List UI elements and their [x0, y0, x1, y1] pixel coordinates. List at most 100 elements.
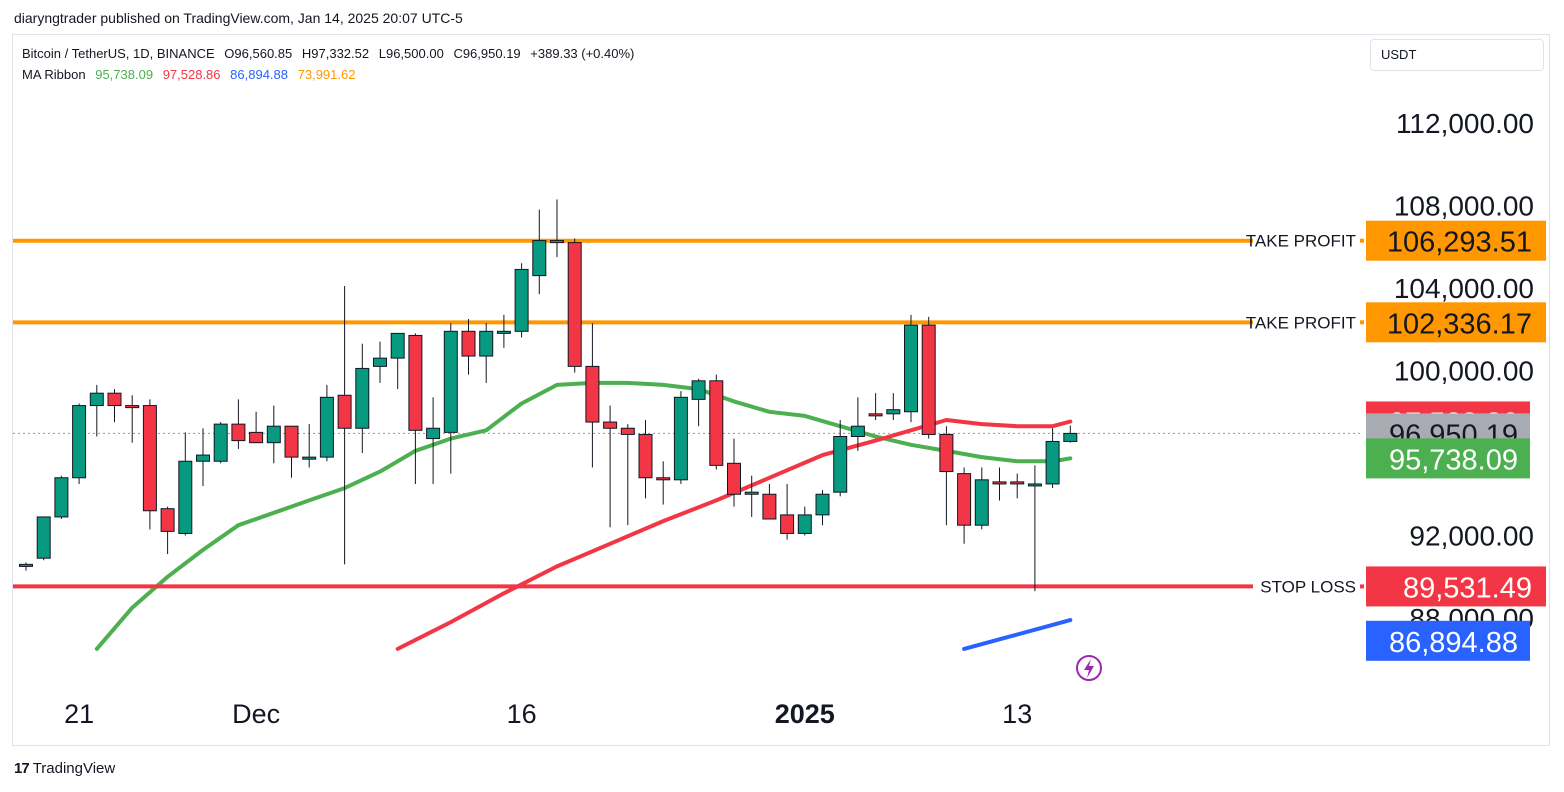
- symbol-name: Bitcoin / TetherUS, 1D, BINANCE: [22, 46, 215, 61]
- ma-value-2: 97,528.86: [162, 67, 221, 82]
- ma-ribbon-layer: [13, 380, 1363, 651]
- candle-body: [656, 477, 671, 481]
- candle-body: [72, 405, 87, 479]
- ma-value-4: 73,991.62: [297, 67, 356, 82]
- ma-blue-line: [962, 618, 1073, 651]
- currency-selector[interactable]: USDT: [1370, 39, 1544, 71]
- x-tick-label: 21: [64, 699, 94, 729]
- ohlc-open: O96,560.85: [224, 46, 293, 61]
- tradingview-logo-icon: 17: [14, 760, 30, 777]
- price-boxes-layer: 106,293.51102,336.1789,531.4997,528.8696…: [1366, 220, 1546, 661]
- candle-body: [957, 473, 972, 526]
- lightning-icon[interactable]: [1076, 655, 1102, 681]
- level-marker: [1360, 584, 1364, 589]
- candle-body: [426, 427, 441, 440]
- candle-body: [337, 394, 352, 429]
- candle-body: [673, 396, 688, 481]
- candle-body: [302, 456, 317, 460]
- ohlc-high: H97,332.52: [301, 46, 370, 61]
- candle-body: [974, 479, 989, 526]
- candle-body: [638, 433, 653, 479]
- candle-body: [532, 240, 547, 277]
- symbol-legend: Bitcoin / TetherUS, 1D, BINANCE O96,560.…: [22, 46, 640, 61]
- candle-body: [992, 481, 1007, 485]
- candle-body: [54, 477, 69, 518]
- y-axis-labels: 112,000.00 108,000.00 104,000.00 100,000.00…: [1394, 108, 1534, 634]
- candle-body: [249, 431, 264, 444]
- ma-value-1: 95,738.09: [95, 67, 154, 82]
- level-price-text: 102,336.17: [1387, 308, 1532, 340]
- candle-body: [231, 423, 246, 442]
- y-tick-label: 100,000.00: [1394, 356, 1534, 387]
- ma-value-3: 86,894.88: [230, 67, 288, 82]
- candle-body: [797, 514, 812, 534]
- candle-body: [550, 240, 564, 244]
- candle-body: [780, 514, 795, 534]
- candle-body: [89, 392, 104, 407]
- candle-body: [904, 324, 918, 413]
- brand-name: TradingView: [32, 760, 116, 777]
- x-tick-label: 13: [1002, 699, 1032, 729]
- ma-ribbon-legend: MA Ribbon 95,738.09 97,528.86 86,894.88 …: [22, 67, 361, 82]
- level-label: TAKE PROFIT: [1246, 232, 1356, 251]
- candle-body: [160, 508, 175, 532]
- candle-body: [479, 330, 494, 357]
- candle-body: [36, 516, 51, 559]
- published-line: diaryngtrader published on TradingView.c…: [14, 10, 463, 26]
- candle-body: [142, 405, 157, 512]
- candle-body: [461, 330, 476, 357]
- candle-body: [567, 242, 582, 367]
- candle-body: [408, 334, 423, 431]
- level-price-box: [1366, 302, 1546, 343]
- candle-body: [886, 409, 901, 415]
- y-tick-label: 104,000.00: [1394, 273, 1534, 304]
- candle-body: [620, 427, 635, 435]
- ma-ribbon-label[interactable]: MA Ribbon: [22, 67, 86, 82]
- y-tick-label: 108,000.00: [1394, 191, 1534, 222]
- level-label: STOP LOSS: [1260, 577, 1356, 596]
- ohlc-change: +389.33 (+0.40%): [530, 46, 635, 61]
- ma-red-line: [395, 418, 1073, 651]
- candle-body: [709, 380, 724, 466]
- ohlc-close: C96,950.19: [453, 46, 521, 61]
- candle-body: [815, 493, 830, 516]
- level-price-text: 106,293.51: [1387, 227, 1532, 259]
- candle-body: [373, 357, 387, 367]
- y-tick-label: 92,000.00: [1409, 521, 1534, 552]
- price-box: [1366, 438, 1530, 479]
- candle-body: [125, 405, 140, 409]
- price-box-text: 95,738.09: [1389, 444, 1518, 476]
- price-box: [1366, 620, 1530, 661]
- candle-body: [355, 367, 370, 429]
- candle-body: [744, 491, 759, 495]
- candle-body: [603, 421, 618, 429]
- x-tick-label: Dec: [232, 699, 280, 729]
- candle-body: [850, 425, 865, 437]
- chart-frame: [12, 34, 1550, 746]
- x-tick-label: 16: [507, 699, 537, 729]
- candle-body: [390, 332, 405, 359]
- candle-body: [1045, 440, 1060, 485]
- candle-body: [1063, 432, 1078, 442]
- candle-body: [1010, 481, 1025, 485]
- level-marker: [1360, 320, 1364, 325]
- candle-body: [213, 423, 228, 462]
- level-marker: [1360, 238, 1364, 243]
- candle-body: [1027, 483, 1042, 487]
- candle-body: [19, 563, 33, 567]
- candle-body: [319, 396, 334, 458]
- x-axis-labels: 21 Dec 16 2025 13: [64, 699, 1032, 729]
- candle-body: [833, 436, 848, 493]
- candle-body: [443, 330, 458, 433]
- candles-layer: [19, 199, 1078, 592]
- candle-body: [585, 365, 600, 423]
- candle-body: [178, 460, 193, 534]
- candle-body: [762, 493, 777, 520]
- price-box-text: 86,894.88: [1389, 627, 1518, 659]
- candle-body: [196, 454, 210, 462]
- candle-body: [921, 324, 936, 435]
- candle-body: [939, 433, 954, 473]
- candle-body: [691, 380, 706, 400]
- candle-body: [266, 425, 281, 444]
